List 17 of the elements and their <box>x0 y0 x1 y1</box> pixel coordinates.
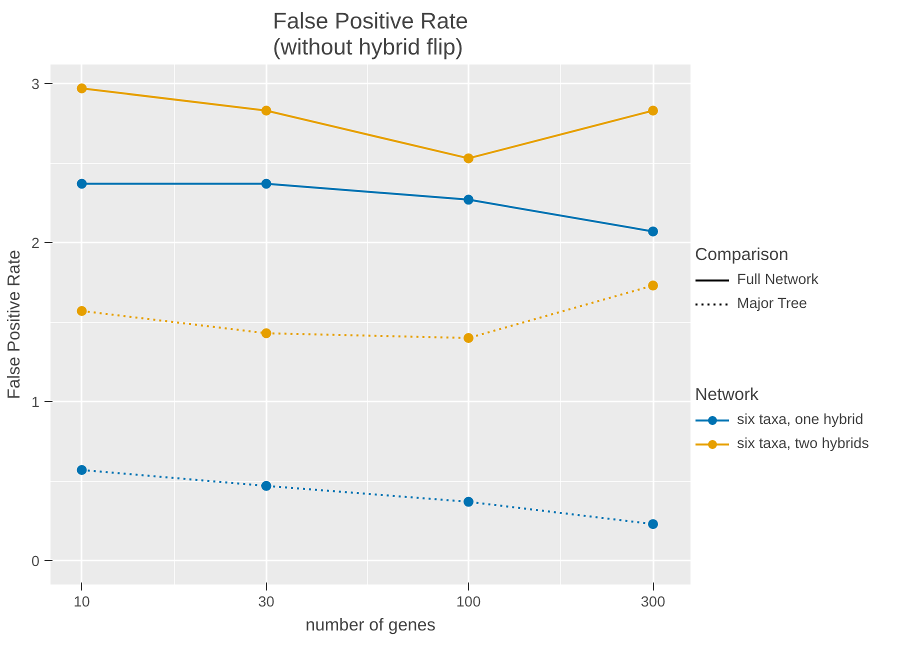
y-tick-label: 2 <box>31 236 40 252</box>
text: Comparison <box>695 244 788 264</box>
x-tick-label: 100 <box>456 594 481 610</box>
text: Full Network <box>737 272 818 288</box>
y-axis-title: False Positive Rate <box>3 250 24 400</box>
text: Major Tree <box>737 296 808 312</box>
legend-label: six taxa, one hybrid <box>737 412 864 428</box>
legend-label: six taxa, two hybrids <box>737 436 869 452</box>
x-tick-label: 30 <box>258 594 274 610</box>
y-tick-label: 0 <box>31 554 40 570</box>
chart-title: False Positive Rate (without hybrid flip) <box>272 8 468 60</box>
x-axis-title: number of genes <box>305 614 436 634</box>
y-tick-label: 1 <box>31 395 40 412</box>
x-tick-label: 10 <box>74 594 90 610</box>
x-tick-label: 300 <box>640 594 666 610</box>
text: Network <box>695 384 759 404</box>
y-tick-label: 3 <box>31 77 40 94</box>
